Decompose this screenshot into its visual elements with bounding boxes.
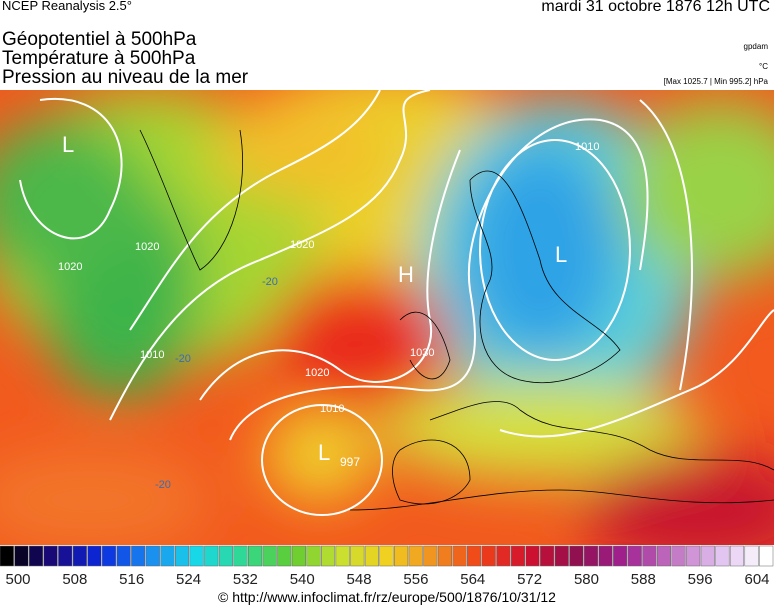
color-swatch [496,545,511,567]
color-swatch [554,545,569,567]
isobars [19,90,774,516]
colorbar-label: 500 [5,571,30,588]
color-swatch [583,545,599,567]
colorbar-label: 540 [290,571,315,588]
color-swatch [423,545,438,567]
pressure-center: L [62,132,74,157]
color-swatch [394,545,409,567]
color-swatch [569,545,584,567]
color-swatch [116,545,131,567]
colorbar-label: 588 [631,571,656,588]
colorbar: 500 508 516 524 532 540 548 556 564 572 580 588 596 6… [0,545,774,588]
color-swatch [335,545,350,567]
color-swatch [364,545,379,567]
color-swatch [218,545,233,567]
date: mardi 31 octobre 1876 12h UTC [541,0,770,15]
color-swatch [481,545,496,567]
color-swatch [510,545,525,567]
colorbar-label: 556 [403,571,428,588]
color-swatch [656,545,672,567]
colorbar-label: 572 [517,571,542,588]
color-swatch [613,545,628,567]
map: L L H L 997 1020 1020 1010 1020 1030 1010 1010 1020 -… [0,90,774,545]
unit: °C [759,62,768,71]
colorbar-label: 532 [233,571,258,588]
isobar-label: 1020 [290,239,314,251]
color-swatch [87,545,102,567]
color-swatch [715,545,730,567]
title-line: Température à 500hPa [2,48,196,69]
color-swatch [0,545,14,567]
temperature-label: -20 [155,479,171,491]
coastlines [139,129,774,511]
colorbar-label: 548 [347,571,372,588]
color-swatch [131,545,146,567]
temperature-label: -20 [262,276,278,288]
color-swatch [744,545,759,567]
colorbar-label: 596 [688,571,713,588]
color-swatch [174,545,190,567]
color-swatch [540,545,555,567]
isobar-label: 1030 [410,347,434,359]
color-swatch [437,545,452,567]
pressure-center: L [555,242,567,267]
title-line: Géopotentiel à 500hPa [2,29,197,50]
isobar-label: 1020 [305,367,329,379]
isobar-label: 1020 [135,241,159,253]
color-swatch [28,545,44,567]
color-swatch [700,545,715,567]
range: [Max 1025.7 | Min 995.2] hPa [663,77,768,86]
color-swatch [467,545,482,567]
color-swatch [642,545,657,567]
color-swatch [686,545,701,567]
color-swatch [729,545,745,567]
color-swatch [408,545,423,567]
color-swatch [598,545,613,567]
color-swatch [101,545,117,567]
color-swatch [452,545,467,567]
color-swatch [43,545,58,567]
colorbar-label: 580 [574,571,599,588]
color-swatch [160,545,175,567]
pressure-center: L [318,440,330,465]
title-line: Pression au niveau de la mer [2,67,249,88]
colorbar-label: 524 [176,571,201,588]
color-swatch [291,545,306,567]
color-swatch [72,545,87,567]
colorbar-label: 508 [62,571,87,588]
color-swatch [14,545,29,567]
colorbar-label: 564 [460,571,485,588]
footer: © http://www.infoclimat.fr/rz/europe/500… [218,589,556,605]
color-swatch [248,545,263,567]
color-swatch [145,545,160,567]
color-swatch [321,545,336,567]
color-swatch [262,545,277,567]
color-swatch [671,545,686,567]
temperature-label: -20 [175,353,191,365]
isobar-label: 1010 [575,141,599,153]
color-swatch [379,545,394,567]
color-swatch [759,545,774,567]
color-swatch [306,545,321,567]
pressure-center: H [398,262,414,287]
unit: gpdam [743,42,768,51]
color-swatch [525,545,540,567]
color-swatch [58,545,73,567]
color-swatch [233,545,248,567]
color-swatch [627,545,642,567]
color-swatch [204,545,219,567]
isobar-label: 1010 [320,403,344,415]
color-swatch [189,545,204,567]
temperature-field [0,90,774,545]
source: NCEP Reanalysis 2.5° [2,0,132,13]
pressure-value: 997 [340,455,360,469]
color-swatch [350,545,365,567]
isobar-label: 1020 [58,261,82,273]
colorbar-label: 604 [744,571,769,588]
color-swatch [277,545,292,567]
colorbar-label: 516 [119,571,144,588]
isobar-label: 1010 [140,349,164,361]
